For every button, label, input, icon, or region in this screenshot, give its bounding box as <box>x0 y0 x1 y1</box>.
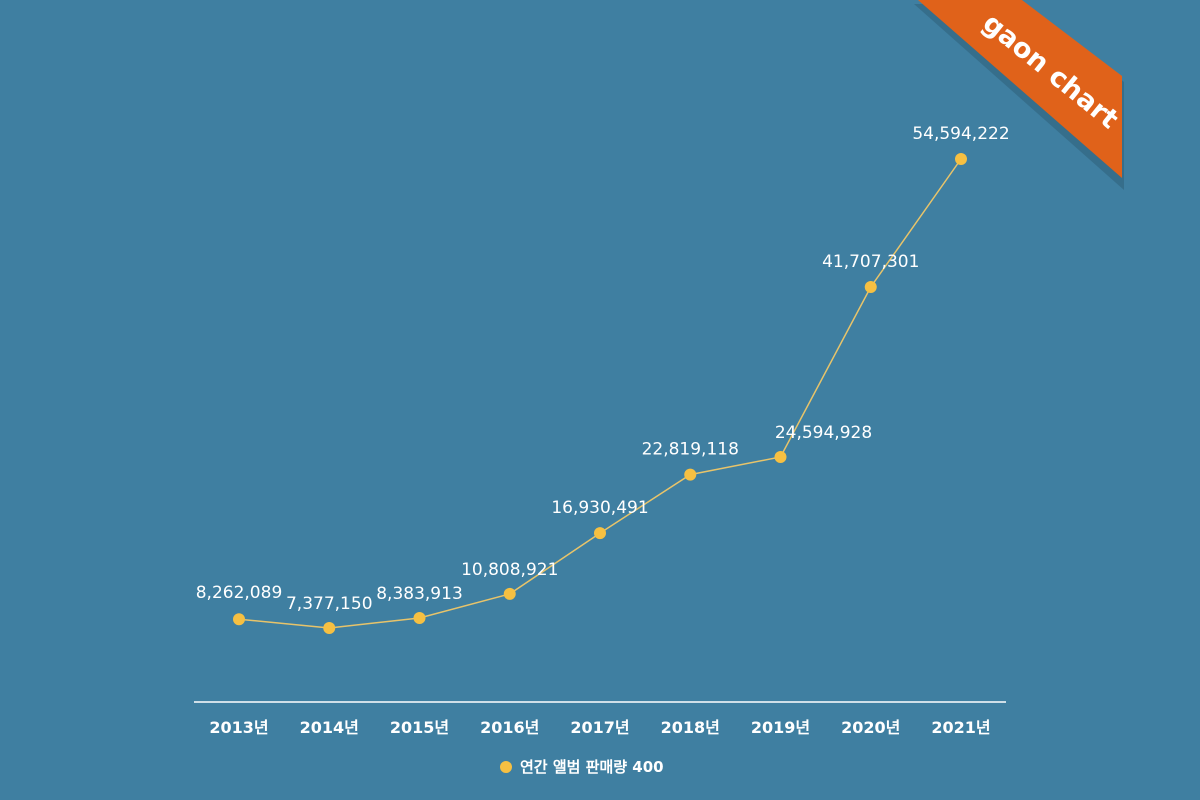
value-label: 7,377,150 <box>286 594 373 614</box>
value-label: 54,594,222 <box>912 124 1009 144</box>
x-axis-label: 2019년 <box>751 718 810 737</box>
legend-label: 연간 앨범 판매량 400 <box>520 758 664 776</box>
x-axis-label: 2013년 <box>209 718 268 737</box>
value-label: 16,930,491 <box>551 498 648 518</box>
data-point[interactable] <box>503 587 516 600</box>
x-axis-label: 2015년 <box>390 718 449 737</box>
series-line <box>238 158 962 629</box>
value-label: 22,819,118 <box>642 440 739 460</box>
data-point[interactable] <box>594 527 606 540</box>
gaon-chart-ribbon: gaon chart <box>914 0 1124 190</box>
value-label: 8,262,089 <box>196 583 283 603</box>
x-axis-label: 2016년 <box>480 718 539 737</box>
data-point[interactable] <box>684 468 697 481</box>
x-axis-labels: 2013년 2014년 2015년 2016년 2017년 2018년 2019년 2020년… <box>209 718 990 737</box>
data-point[interactable] <box>774 450 787 463</box>
legend: 연간 앨범 판매량 400 <box>500 756 664 777</box>
value-label: 24,594,928 <box>775 423 872 443</box>
value-label: 10,808,921 <box>461 560 558 580</box>
x-axis-label: 2021년 <box>931 718 990 737</box>
data-points <box>233 153 967 634</box>
x-axis-label: 2014년 <box>300 718 359 737</box>
data-point[interactable] <box>955 153 967 165</box>
data-point[interactable] <box>323 622 336 634</box>
legend-marker-icon <box>500 760 512 773</box>
x-axis-label: 2018년 <box>661 718 720 737</box>
data-point[interactable] <box>413 612 426 624</box>
x-axis-label: 2020년 <box>841 718 900 737</box>
value-label: 41,707,301 <box>822 252 919 272</box>
x-axis-label: 2017년 <box>570 718 629 737</box>
value-label: 8,383,913 <box>376 584 463 604</box>
data-point[interactable] <box>864 281 877 294</box>
data-point[interactable] <box>233 613 245 626</box>
